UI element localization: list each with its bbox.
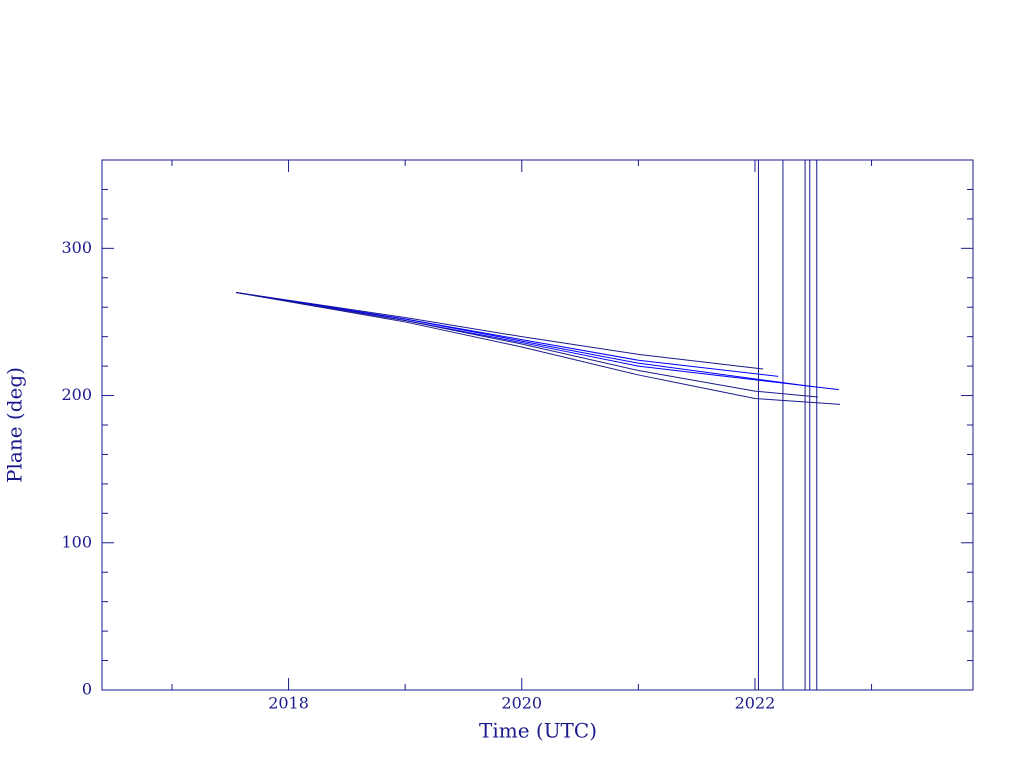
x-axis-label: Time (UTC) [479, 719, 597, 743]
data-line [236, 292, 814, 388]
y-tick-label: 300 [61, 238, 92, 257]
x-tick-label: 2018 [268, 694, 309, 713]
data-line [236, 292, 818, 398]
y-tick-label: 200 [61, 385, 92, 404]
y-tick-label: 100 [61, 532, 92, 551]
y-tick-label: 0 [82, 680, 92, 699]
x-tick-label: 2020 [501, 694, 542, 713]
data-line [236, 292, 764, 370]
x-tick-label: 2022 [735, 694, 776, 713]
data-line [236, 292, 841, 405]
y-axis-label: Plane (deg) [3, 367, 27, 483]
plot-frame [101, 159, 974, 691]
